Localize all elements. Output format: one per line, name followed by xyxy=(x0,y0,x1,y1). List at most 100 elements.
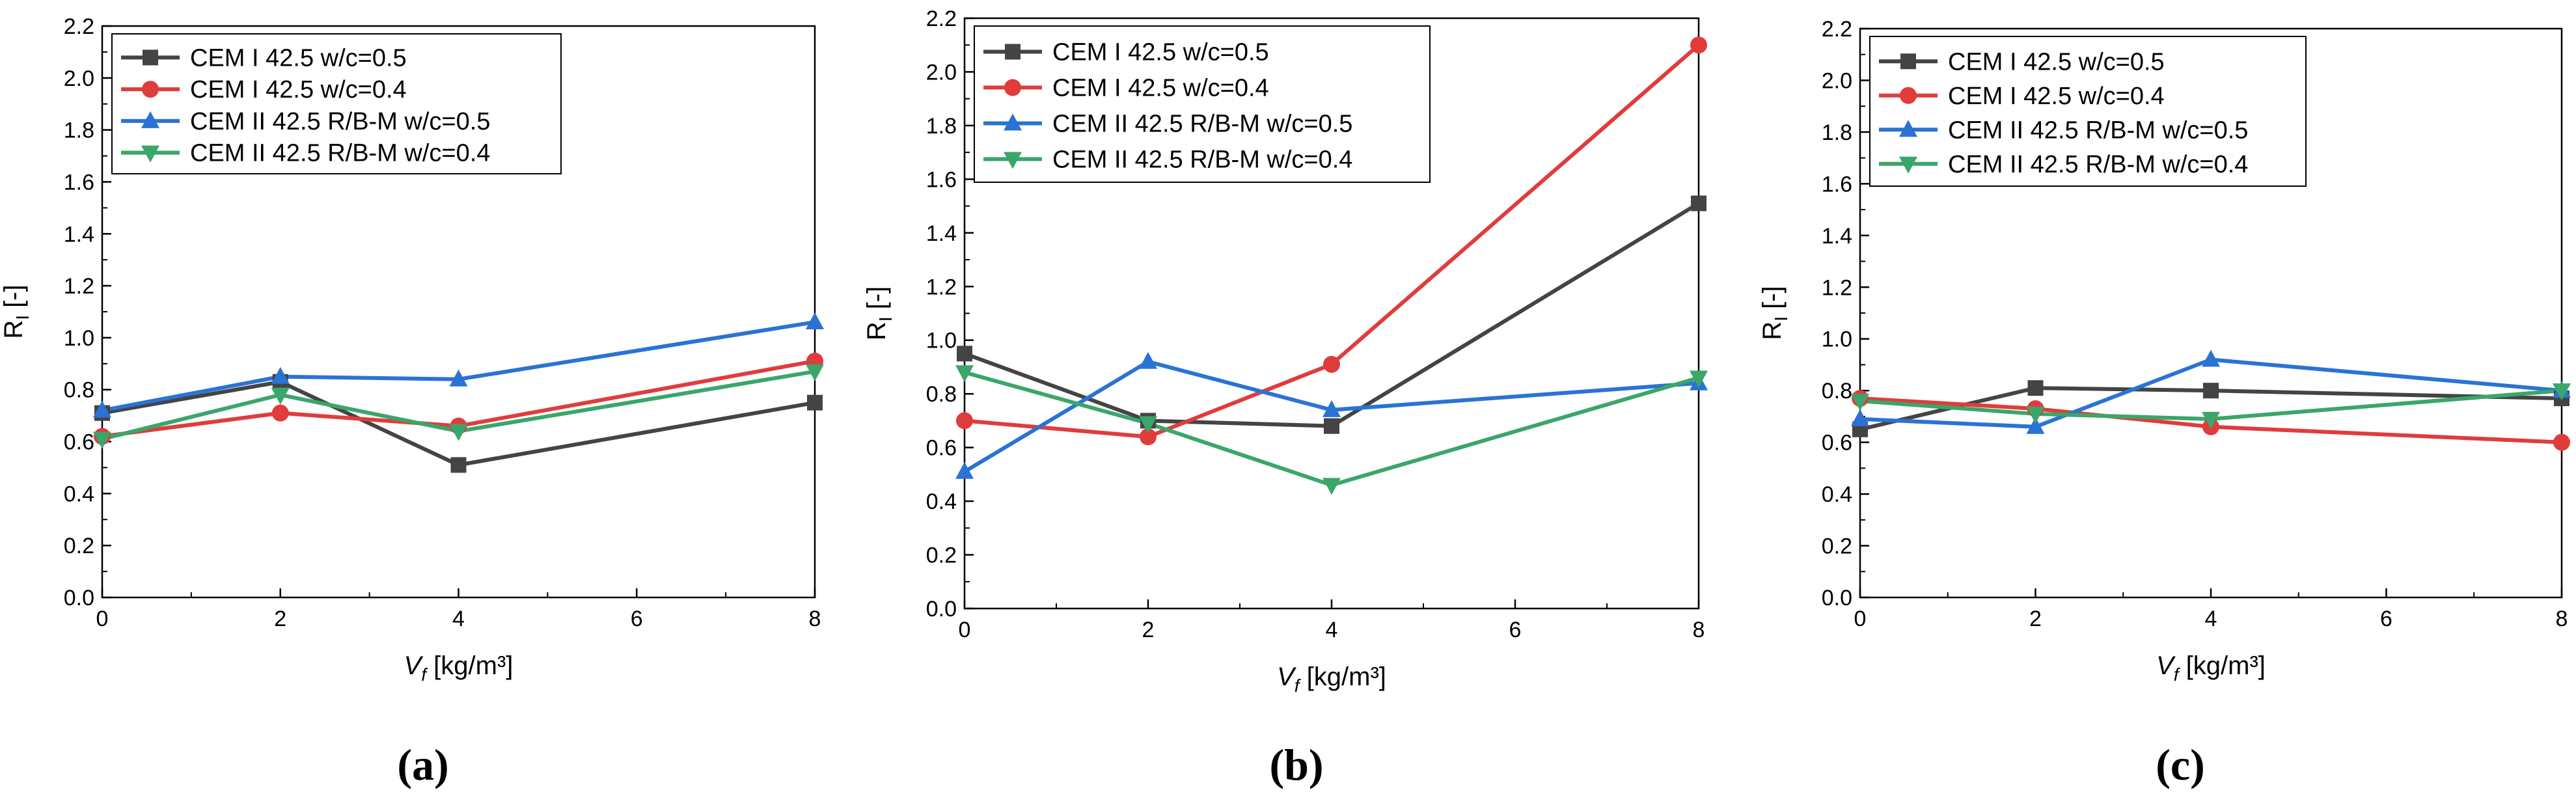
x-axis-title-main: V xyxy=(2156,651,2176,680)
data-point-series-2 xyxy=(1690,36,1707,54)
x-tick-label: 4 xyxy=(452,607,465,631)
y-tick-label: 2.0 xyxy=(926,60,957,85)
y-axis-title-sub: I xyxy=(875,317,896,322)
data-point-series-2 xyxy=(271,404,289,422)
chart-panel-c: (c) 0.0 0.2 0.4 0.6 0.8 1.0 1.2 1.4 1.6 1.8 2.0 2.2… xyxy=(1758,17,2571,789)
y-tick-label: 0.4 xyxy=(926,489,957,514)
y-tick-label: 1.2 xyxy=(1822,275,1852,300)
legend-label-1: CEM I 42.5 w/c=0.5 xyxy=(1948,48,2165,75)
data-point-series-2 xyxy=(2553,433,2570,451)
x-axis-title-main: V xyxy=(404,651,424,680)
y-tick-label: 1.4 xyxy=(1822,224,1852,249)
y-axis-title-unit: [-] xyxy=(0,284,28,315)
data-point-series-3 xyxy=(806,312,824,329)
y-axis-title: RI [-] xyxy=(0,284,33,338)
x-axis-title: Vf [kg/m³] xyxy=(2156,651,2266,685)
legend-marker-3 xyxy=(1899,120,1917,137)
y-tick-label: 1.0 xyxy=(64,326,94,351)
data-point-series-1 xyxy=(2027,380,2044,396)
legend-label-4: CEM II 42.5 R/B-M w/c=0.4 xyxy=(1052,146,1352,174)
data-point-series-4 xyxy=(271,387,290,405)
data-point-series-4 xyxy=(1690,370,1708,388)
series-line-1 xyxy=(963,201,1700,428)
series-line-3 xyxy=(102,320,815,413)
y-tick-label: 1.8 xyxy=(926,114,957,139)
legend-marker-1 xyxy=(1005,44,1021,60)
legend-marker-4 xyxy=(1004,152,1022,169)
legend-marker-2 xyxy=(1900,87,1917,104)
x-tick-label: 0 xyxy=(1854,607,1867,631)
y-tick-label: 0.0 xyxy=(1822,586,1852,610)
legend-label-1: CEM I 42.5 w/c=0.5 xyxy=(190,44,407,72)
x-tick-label: 0 xyxy=(96,607,109,631)
series-line-4 xyxy=(1859,389,2562,421)
series-line-2 xyxy=(964,43,1700,439)
x-tick-label: 4 xyxy=(1326,618,1338,642)
y-tick-label: 2.0 xyxy=(1822,68,1852,93)
data-point-series-4 xyxy=(449,424,468,441)
data-point-series-3 xyxy=(449,369,468,387)
data-point-series-1 xyxy=(450,457,467,473)
y-axis-title-main: R xyxy=(862,321,891,340)
y-axis-title-main: R xyxy=(1758,321,1787,340)
x-tick-label: 2 xyxy=(1142,618,1155,642)
y-tick-label: 1.2 xyxy=(64,274,94,299)
legend-label-4: CEM II 42.5 R/B-M w/c=0.4 xyxy=(190,140,490,167)
data-point-series-4 xyxy=(955,365,974,383)
y-tick-label: 1.6 xyxy=(1822,172,1852,197)
y-tick-label: 1.8 xyxy=(64,118,94,143)
y-tick-label: 0.6 xyxy=(64,430,94,455)
x-tick-label: 6 xyxy=(2380,607,2392,631)
data-point-series-1 xyxy=(957,346,972,362)
data-point-series-1 xyxy=(1324,418,1339,434)
legend-marker-2 xyxy=(142,81,159,98)
legend-label-4: CEM II 42.5 R/B-M w/c=0.4 xyxy=(1948,151,2248,178)
x-tick-label: 6 xyxy=(631,607,643,631)
y-tick-label: 0.8 xyxy=(926,382,957,407)
x-axis-title-unit: [kg/m³] xyxy=(1300,663,1386,691)
legend-marker-2 xyxy=(1004,79,1021,96)
x-tick-label: 8 xyxy=(1693,618,1705,642)
y-tick-label: 0.2 xyxy=(926,543,957,568)
x-tick-label: 0 xyxy=(959,618,971,642)
data-point-series-2 xyxy=(956,412,973,430)
y-tick-label: 0.0 xyxy=(926,597,957,622)
legend-box xyxy=(111,33,562,174)
y-axis-title-unit: [-] xyxy=(1758,286,1787,316)
y-tick-label: 1.0 xyxy=(926,329,957,353)
x-axis-title-sub: f xyxy=(421,664,428,685)
data-point-series-4 xyxy=(1139,416,1157,433)
legend-marker-4 xyxy=(141,145,159,163)
x-axis-title: Vf [kg/m³] xyxy=(1277,663,1386,696)
data-point-series-4 xyxy=(2026,406,2045,424)
y-tick-label: 0.4 xyxy=(1822,482,1852,507)
legend-marker-1 xyxy=(1900,53,1916,70)
y-tick-label: 1.2 xyxy=(926,275,957,299)
y-axis-title-sub: I xyxy=(1771,316,1791,321)
data-point-series-4 xyxy=(1322,478,1341,495)
x-tick-label: 4 xyxy=(2205,607,2217,631)
x-axis-title-main: V xyxy=(1277,663,1296,691)
data-point-series-4 xyxy=(2202,411,2220,429)
data-point-series-3 xyxy=(1851,409,1869,426)
y-tick-label: 0.6 xyxy=(1822,431,1852,456)
x-tick-label: 8 xyxy=(2556,607,2568,631)
x-tick-label: 2 xyxy=(2029,607,2042,631)
x-tick-label: 8 xyxy=(809,607,821,631)
y-axis-title: RI [-] xyxy=(1758,286,1791,340)
data-point-series-1 xyxy=(2203,383,2219,399)
data-point-series-4 xyxy=(806,364,824,381)
y-tick-label: 2.0 xyxy=(64,66,94,91)
series-line-1 xyxy=(102,379,815,467)
panel-label-a: (a) xyxy=(397,740,448,789)
data-point-series-4 xyxy=(93,431,111,449)
legend-marker-3 xyxy=(141,111,159,128)
legend-label-2: CEM I 42.5 w/c=0.4 xyxy=(190,76,407,103)
legend-label-3: CEM II 42.5 R/B-M w/c=0.5 xyxy=(1948,116,2248,144)
y-tick-label: 1.4 xyxy=(926,221,957,246)
legend-marker-4 xyxy=(1899,156,1917,174)
legend-box xyxy=(974,25,1431,183)
panel-label-c: (c) xyxy=(2156,740,2204,789)
series-line-3 xyxy=(963,359,1699,474)
